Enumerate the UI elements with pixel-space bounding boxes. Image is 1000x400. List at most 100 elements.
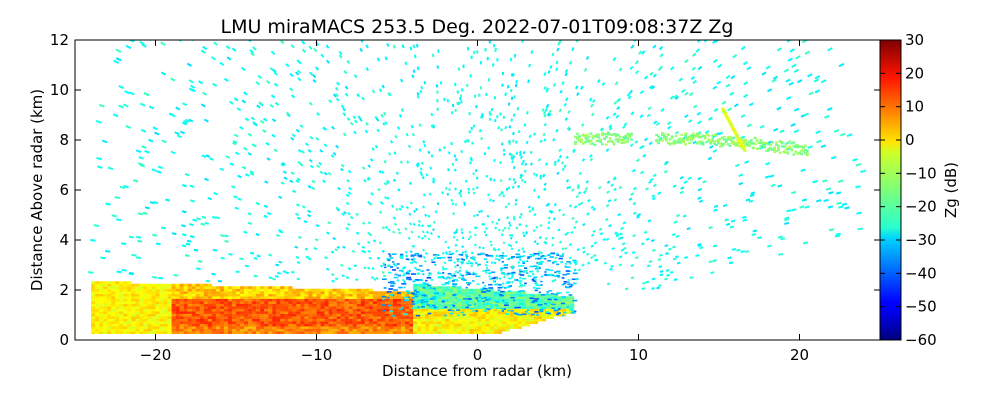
- echo-cell: [91, 281, 96, 284]
- echo-cell: [397, 328, 402, 332]
- echo-cell: [726, 136, 730, 139]
- echo-cell: [284, 321, 289, 324]
- echo-cell: [397, 311, 402, 314]
- echo-cell: [558, 308, 563, 312]
- noise-dash: [318, 161, 323, 166]
- echo-cell: [199, 326, 204, 329]
- noise-dash: [558, 108, 562, 113]
- noise-dash: [679, 176, 684, 180]
- echo-cell: [272, 313, 277, 317]
- noise-dash: [712, 85, 718, 90]
- echo-cell: [183, 303, 188, 307]
- echo-cell: [179, 331, 184, 334]
- noise-dash: [546, 226, 551, 230]
- echo-cell: [171, 296, 176, 299]
- echo-cell: [151, 328, 156, 332]
- noise-dash: [657, 66, 663, 72]
- echo-cell: [348, 301, 353, 304]
- echo-cell: [461, 326, 466, 329]
- noise-dash: [575, 194, 579, 199]
- echo-cell: [248, 316, 253, 319]
- noise-dash: [518, 215, 522, 219]
- echo-cell: [236, 293, 241, 297]
- noise-dash: [512, 165, 516, 170]
- echo-cell: [328, 321, 333, 324]
- echo-cell: [570, 306, 575, 309]
- echo-cell: [561, 277, 565, 279]
- noise-dash: [427, 237, 431, 241]
- noise-dash: [761, 71, 767, 76]
- echo-cell: [657, 142, 660, 145]
- echo-cell: [380, 326, 386, 329]
- echo-cell: [381, 304, 386, 306]
- echo-cell: [219, 326, 225, 329]
- echo-cell: [417, 303, 422, 307]
- echo-cell: [288, 321, 293, 324]
- echo-cell: [292, 326, 297, 329]
- echo-cell: [223, 286, 229, 289]
- echo-cell: [728, 144, 732, 148]
- echo-cell: [332, 293, 337, 297]
- echo-cell: [272, 286, 277, 289]
- noise-dash: [712, 149, 718, 153]
- noise-dash: [289, 179, 294, 184]
- echo-cell: [127, 298, 132, 302]
- echo-cell: [203, 331, 208, 334]
- echo-cell: [175, 321, 180, 324]
- echo-cell: [525, 293, 530, 297]
- echo-cell: [493, 318, 498, 322]
- echo-cell: [572, 272, 578, 275]
- echo-cell: [397, 303, 402, 307]
- noise-dash: [616, 106, 621, 111]
- echo-cell: [211, 306, 217, 309]
- echo-cell: [368, 296, 374, 299]
- echo-cell: [507, 285, 511, 288]
- echo-cell: [244, 298, 249, 302]
- echo-cell: [744, 140, 747, 143]
- echo-cell: [147, 318, 152, 322]
- noise-dash: [454, 270, 458, 273]
- echo-cell: [441, 300, 445, 303]
- echo-cell: [316, 311, 321, 314]
- echo-cell: [597, 136, 601, 139]
- echo-cell: [231, 288, 237, 292]
- noise-dash: [217, 279, 223, 283]
- y-axis-label: Distance Above radar (km): [28, 89, 46, 291]
- noise-dash: [348, 186, 352, 191]
- echo-cell: [183, 326, 188, 329]
- noise-dash: [436, 202, 440, 206]
- noise-dash: [514, 202, 518, 206]
- noise-dash: [697, 243, 702, 246]
- noise-dash: [564, 117, 569, 121]
- noise-dash: [697, 244, 702, 248]
- noise-dash: [651, 277, 656, 281]
- noise-dash: [495, 254, 498, 258]
- echo-cell: [199, 331, 204, 334]
- echo-cell: [304, 311, 309, 314]
- echo-cell: [433, 308, 439, 310]
- echo-cell: [135, 311, 140, 314]
- noise-dash: [543, 187, 547, 192]
- echo-cell: [264, 288, 269, 292]
- noise-dash: [362, 221, 366, 225]
- noise-dash: [387, 263, 392, 267]
- noise-dash: [451, 162, 455, 166]
- echo-cell: [437, 306, 442, 309]
- echo-cell: [384, 311, 390, 314]
- echo-cell: [252, 303, 257, 307]
- echo-cell: [417, 326, 422, 329]
- echo-cell: [697, 133, 701, 136]
- echo-cell: [372, 303, 378, 307]
- noise-dash: [589, 157, 594, 162]
- noise-dash: [181, 224, 186, 228]
- echo-cell: [441, 298, 446, 302]
- noise-dash: [567, 109, 571, 114]
- noise-dash: [593, 254, 597, 258]
- echo-cell: [348, 311, 353, 314]
- noise-dash: [255, 81, 260, 86]
- echo-cell: [244, 296, 249, 299]
- echo-cell: [163, 301, 168, 304]
- echo-cell: [552, 252, 555, 255]
